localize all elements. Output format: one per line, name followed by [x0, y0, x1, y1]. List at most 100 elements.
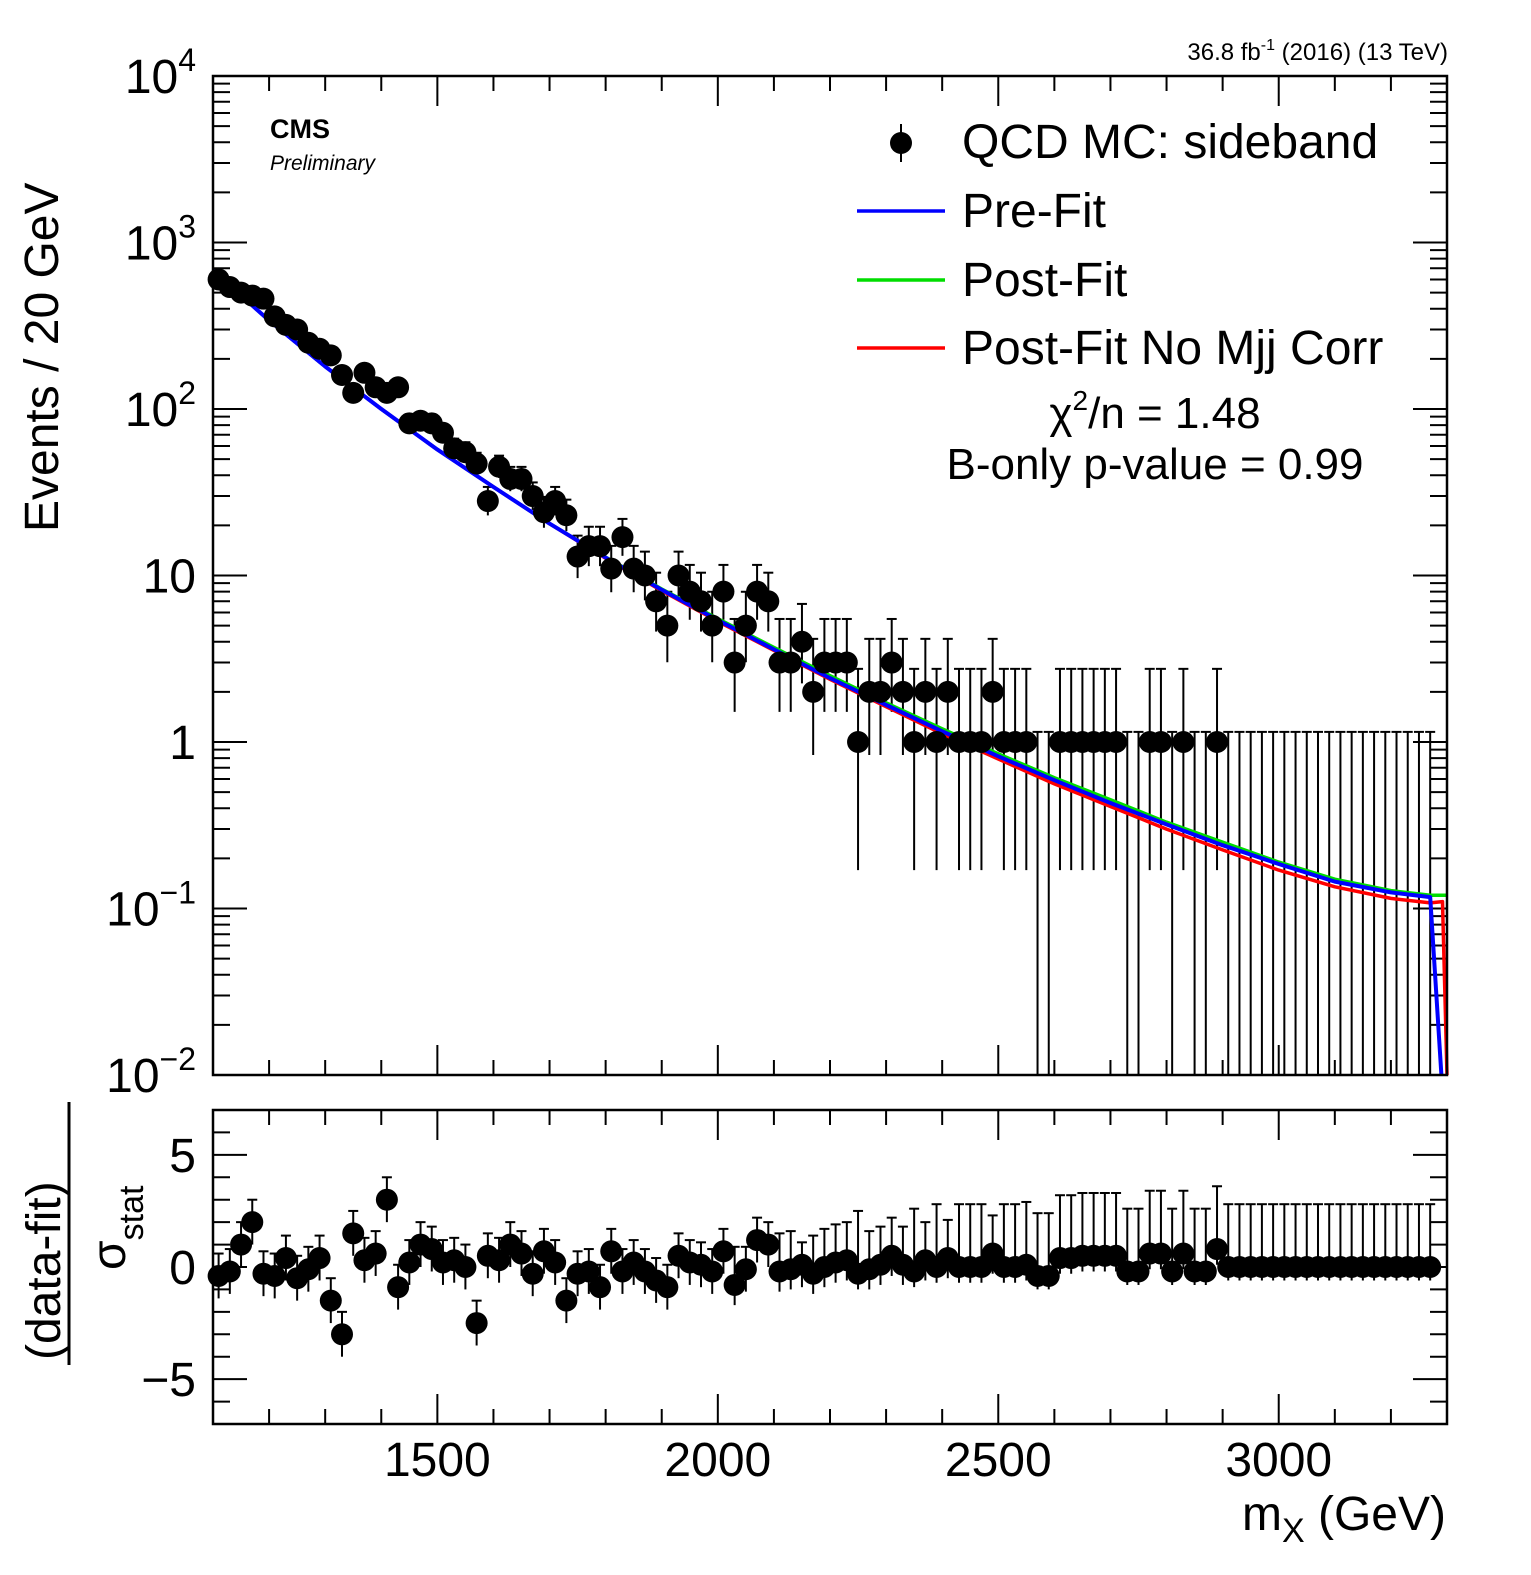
pull-point	[544, 1251, 567, 1274]
data-point	[319, 344, 342, 367]
pull-point	[319, 1289, 342, 1312]
legend-label-prefit: Pre-Fit	[962, 185, 1106, 238]
pull-point	[308, 1247, 331, 1270]
main-frame	[211, 74, 1449, 1077]
data-points	[207, 268, 1229, 753]
data-point	[790, 630, 813, 653]
data-point	[465, 452, 488, 475]
pull-point	[734, 1258, 757, 1281]
pull-point	[488, 1249, 511, 1272]
preliminary-label: Preliminary	[270, 152, 377, 175]
data-point	[734, 614, 757, 637]
data-point	[555, 504, 578, 527]
pull-point	[555, 1289, 578, 1312]
data-point	[600, 557, 623, 580]
pull-point	[1194, 1260, 1217, 1283]
main-y-axis-label: Events / 20 GeV	[16, 182, 69, 532]
ratio-y-axis-label: (data-fit) σstat	[18, 1102, 151, 1365]
data-point	[757, 590, 780, 613]
data-point	[342, 381, 365, 404]
pull-point	[375, 1188, 398, 1211]
legend: QCD MC: sideband Pre-Fit Post-Fit Post-F…	[857, 116, 1383, 375]
data-point	[689, 590, 712, 613]
chi2-label: χ2/n = 1.48	[1049, 385, 1260, 438]
lumi-label: 36.8 fb-1 (2016) (13 TeV)	[1187, 37, 1448, 66]
pull-point	[1105, 1244, 1128, 1267]
x-tick-label: 1500	[384, 1434, 491, 1487]
data-point	[802, 680, 825, 703]
pull-point	[589, 1276, 612, 1299]
pull-point	[342, 1222, 365, 1245]
pull-point	[465, 1312, 488, 1335]
data-point	[701, 614, 724, 637]
data-point	[431, 421, 454, 444]
data-point	[521, 485, 544, 508]
pull-point	[274, 1247, 297, 1270]
legend-label-data: QCD MC: sideband	[962, 116, 1378, 169]
pull-point	[656, 1276, 679, 1299]
data-point	[667, 564, 690, 587]
pull-point	[723, 1273, 746, 1296]
ratio-y-tick-label: 0	[169, 1242, 196, 1295]
pull-point	[712, 1240, 735, 1263]
ratio-y-denominator: σstat	[83, 1185, 151, 1270]
pull-point	[701, 1260, 724, 1283]
cms-label: CMS	[270, 114, 330, 144]
pull-point	[1172, 1242, 1195, 1265]
data-point	[712, 580, 735, 603]
ratio-y-tick-label: −5	[141, 1354, 196, 1407]
pull-points	[207, 1188, 1442, 1346]
pull-point	[1149, 1242, 1172, 1265]
pull-point	[757, 1233, 780, 1256]
pull-point	[521, 1262, 544, 1285]
pull-point	[387, 1276, 410, 1299]
pull-point	[577, 1260, 600, 1283]
data-point	[1015, 731, 1038, 753]
pull-point	[364, 1242, 387, 1265]
data-point	[779, 651, 802, 674]
data-point	[331, 364, 354, 387]
data-point	[510, 467, 533, 490]
main-x-ticks	[212, 76, 1448, 1075]
y-tick-label: 10	[143, 551, 196, 604]
pull-point	[1037, 1264, 1060, 1287]
data-point	[891, 680, 914, 703]
data-point	[925, 731, 948, 753]
ratio-x-ticks	[212, 1110, 1448, 1424]
pull-point	[1127, 1260, 1150, 1283]
legend-label-postfit: Post-Fit	[962, 254, 1127, 307]
pull-point	[510, 1242, 533, 1265]
y-tick-label: 103	[125, 209, 196, 271]
data-point	[611, 526, 634, 549]
pull-point	[600, 1240, 623, 1263]
data-point	[847, 731, 870, 753]
fit-curve	[211, 268, 1444, 1076]
y-tick-label: 102	[125, 375, 196, 437]
pull-point	[241, 1211, 264, 1234]
y-tick-label: 104	[125, 42, 196, 104]
pull-point	[454, 1256, 477, 1278]
ratio-y-tick-labels: 5 0 −5	[141, 1130, 196, 1407]
pull-point	[1419, 1256, 1442, 1278]
pull-point	[230, 1233, 253, 1256]
data-point	[903, 731, 926, 753]
data-point	[633, 564, 656, 587]
ratio-y-tick-label: 5	[169, 1130, 196, 1183]
data-point	[723, 651, 746, 674]
pull-point	[263, 1264, 286, 1287]
data-point	[880, 651, 903, 674]
x-tick-label: 2500	[945, 1434, 1052, 1487]
fit-curves	[211, 268, 1449, 1076]
y-tick-label: 10−1	[106, 875, 196, 937]
data-point	[656, 614, 679, 637]
data-point	[981, 680, 1004, 703]
x-axis-label: mX (GeV)	[1242, 1488, 1446, 1550]
x-tick-labels: 1500 2000 2500 3000	[384, 1434, 1332, 1487]
data-point	[936, 680, 959, 703]
data-point	[914, 680, 937, 703]
x-tick-label: 3000	[1225, 1434, 1332, 1487]
y-tick-label: 1	[169, 717, 196, 770]
legend-label-postfit-nomjj: Post-Fit No Mjj Corr	[962, 322, 1383, 375]
